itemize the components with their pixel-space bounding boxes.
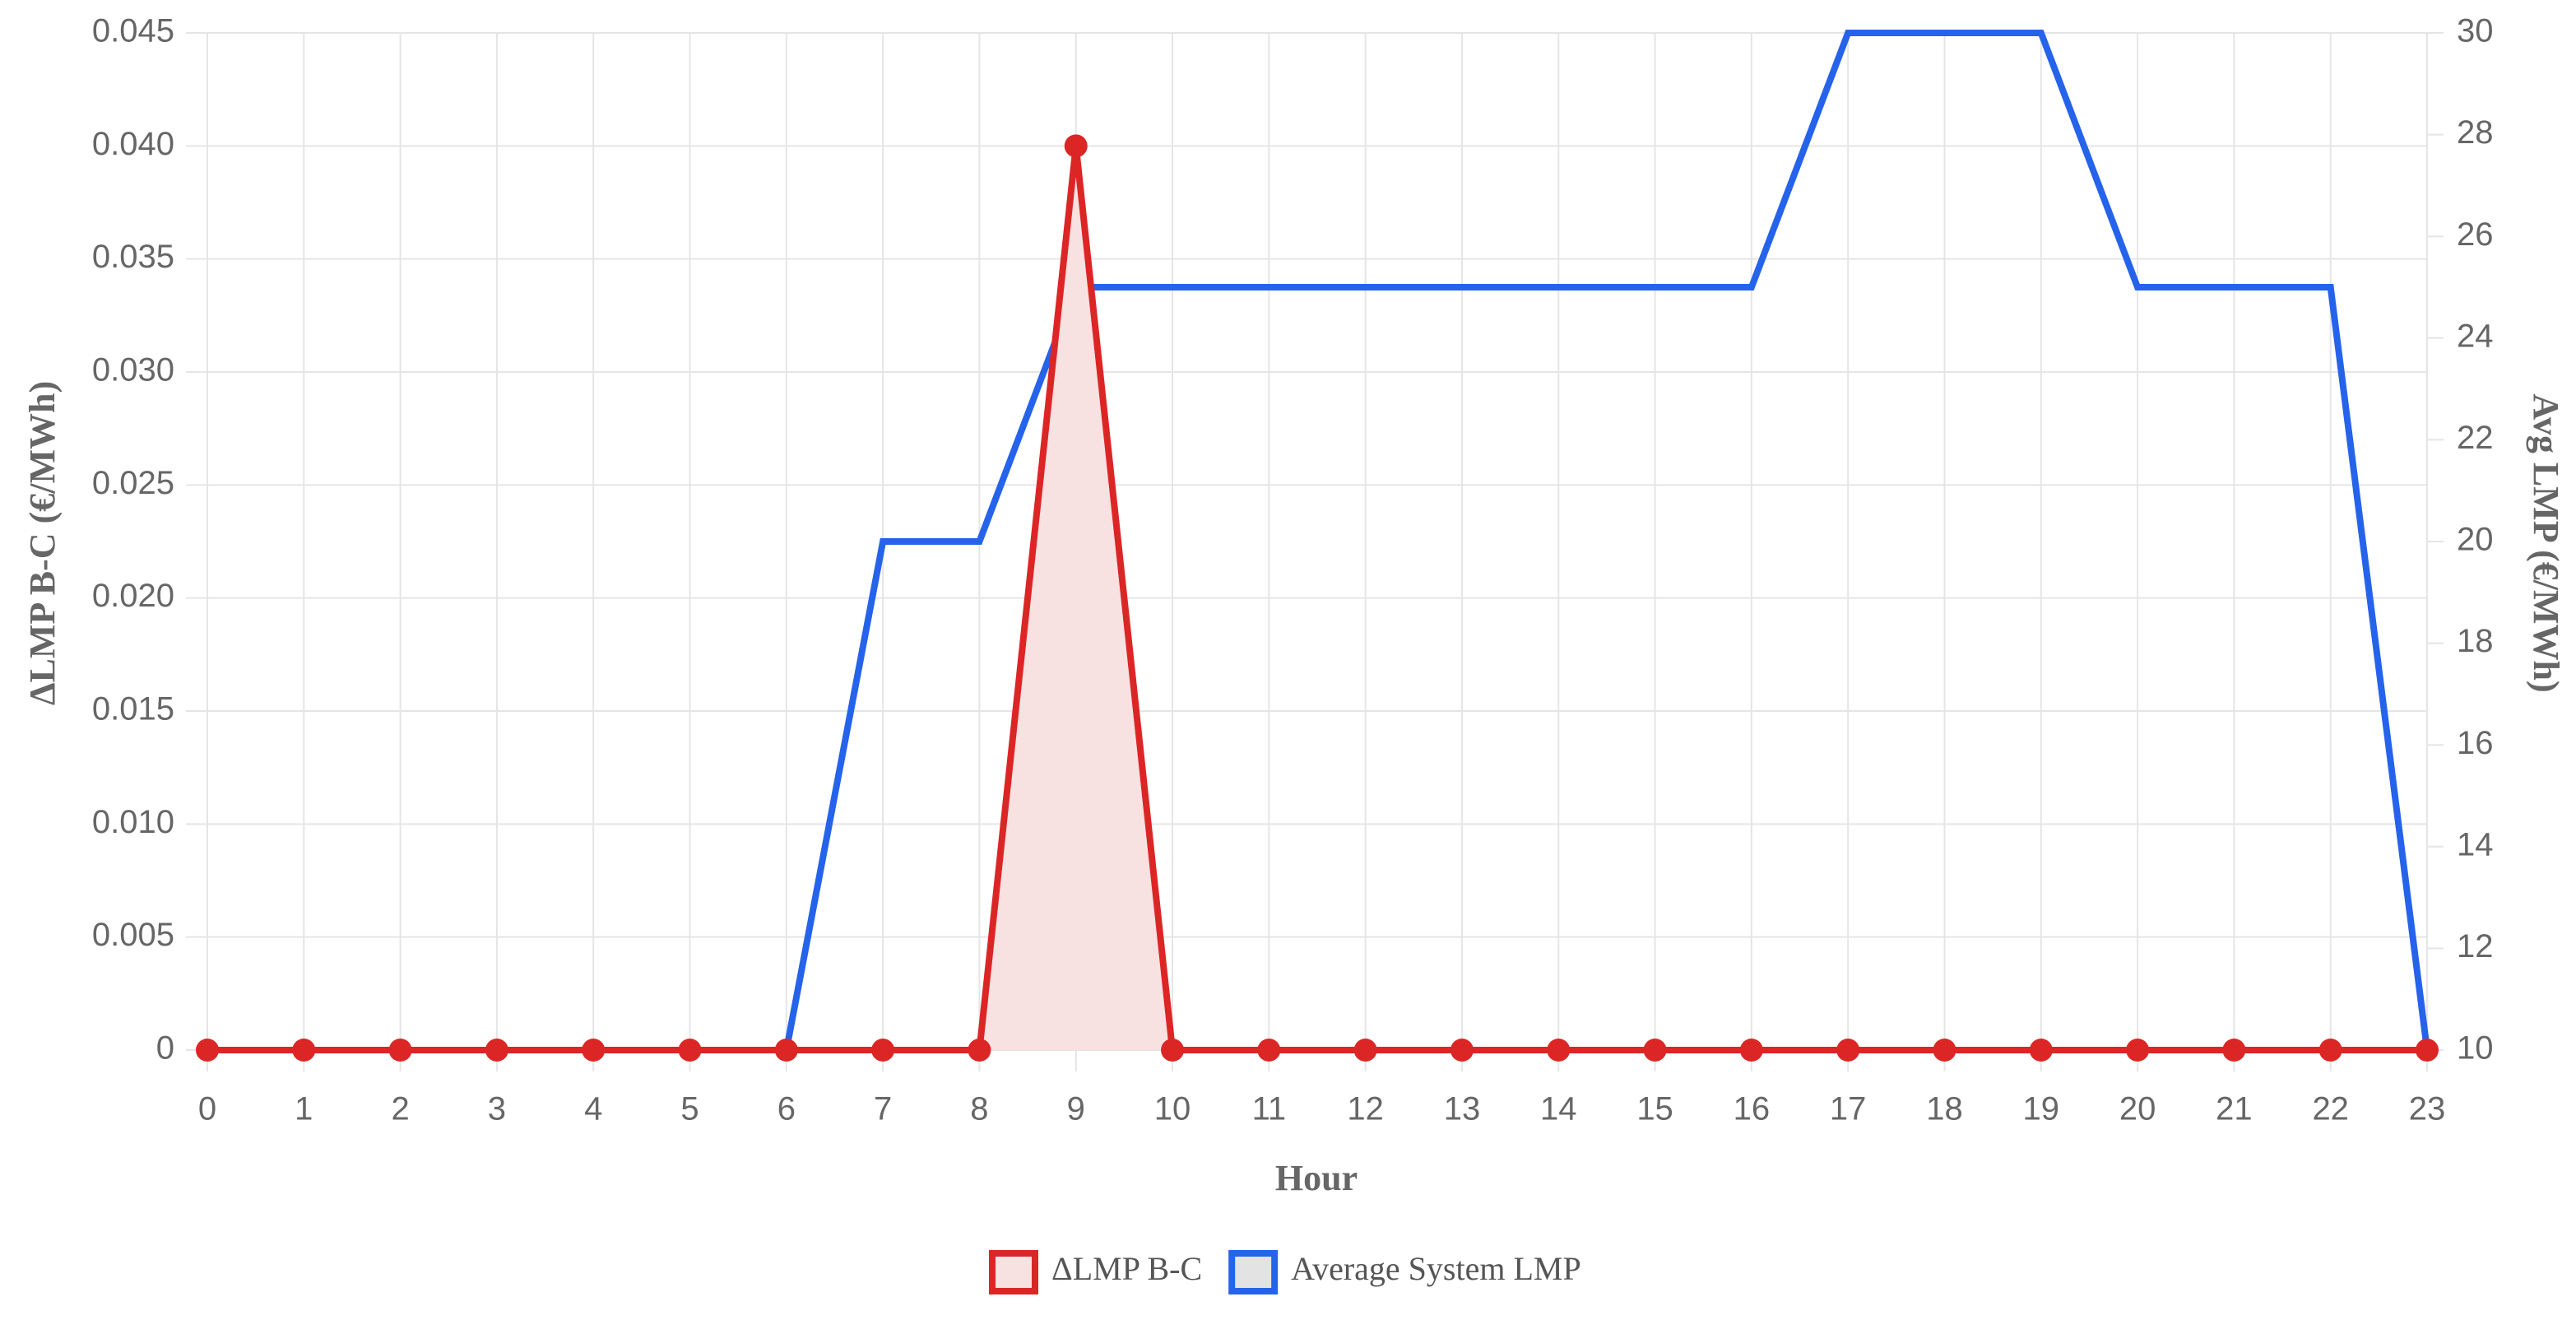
legend-label: Average System LMP [1291,1250,1581,1287]
y-tick-label: 0.020 [92,578,174,614]
y-tick-label: 0.005 [92,917,174,953]
point [1836,1039,1860,1062]
point [485,1039,508,1062]
point [2416,1039,2439,1062]
point [774,1039,798,1062]
line [207,145,2427,1053]
legend-swatch [989,1250,1038,1294]
x-tick-label: 15 [1636,1091,1673,1127]
x-tick-label: 21 [2216,1091,2253,1127]
point [1547,1039,1571,1062]
y2-tick-label: 30 [2457,13,2494,49]
x-tick-label: 12 [1347,1091,1384,1127]
x-tick-label: 1 [295,1091,313,1127]
legend-swatch [1228,1250,1279,1294]
point [1643,1039,1667,1062]
x-tick-label: 8 [970,1091,988,1127]
x-tick-label: 7 [874,1091,892,1127]
point [292,1039,316,1062]
x-tick-label: 14 [1540,1091,1577,1127]
y-tick-label: 0.025 [92,465,174,501]
y2-tick-label: 10 [2457,1030,2494,1067]
x-tick-label: 22 [2312,1091,2349,1127]
point [1739,1039,1763,1062]
x-tick-label: 13 [1444,1091,1481,1127]
x-tick-label: 19 [2023,1091,2060,1127]
legend-label: ΔLMP B-C [1051,1250,1202,1287]
y-tick-label: 0.015 [92,691,174,727]
y2-tick-label: 24 [2457,318,2494,354]
point [2029,1039,2053,1062]
y-tick-label: 0.045 [92,13,174,49]
y-tick-label: 0.010 [92,804,174,840]
y-axis-title: ΔLMP B-C (€/MWh) [22,381,63,705]
x-tick-label: 4 [584,1091,602,1127]
point [582,1039,606,1062]
point [2222,1039,2246,1062]
x-tick-label: 18 [1926,1091,1963,1127]
y2-tick-label: 22 [2457,420,2494,456]
y2-tick-label: 26 [2457,216,2494,253]
x-tick-label: 9 [1067,1091,1085,1127]
point [388,1039,412,1062]
line [207,30,2430,1053]
y2-tick-label: 12 [2457,928,2494,964]
y2-tick-label: 28 [2457,114,2494,151]
x-tick-label: 17 [1830,1091,1867,1127]
y2-axis-title: Avg LMP (€/MWh) [2526,393,2566,692]
x-tick-label: 11 [1252,1091,1287,1127]
y-tick-label: 0.030 [92,352,174,388]
y-tick-label: 0.035 [92,239,174,275]
y2-tick-label: 14 [2457,826,2494,862]
point [678,1039,702,1062]
point [1933,1039,1956,1062]
x-tick-label: 6 [777,1091,796,1127]
x-tick-label: 23 [2409,1091,2446,1127]
y2-tick-label: 16 [2457,725,2494,761]
point [196,1039,219,1062]
y-tick-label: 0 [156,1030,174,1067]
y2-tick-label: 20 [2457,522,2494,558]
x-tick-label: 16 [1734,1091,1771,1127]
x-axis-title: Hour [1275,1158,1358,1198]
x-tick-label: 5 [680,1091,699,1127]
x-tick-label: 2 [391,1091,409,1127]
point [1450,1039,1474,1062]
x-tick-label: 20 [2119,1091,2156,1127]
point [1064,134,1088,158]
y-tick-label: 0.040 [92,126,174,162]
point [1257,1039,1281,1062]
y2-tick-label: 18 [2457,623,2494,659]
x-tick-label: 0 [198,1091,216,1127]
point [1161,1039,1185,1062]
x-tick-label: 3 [488,1091,506,1127]
point [1353,1039,1377,1062]
point [968,1039,991,1062]
x-tick-label: 10 [1154,1091,1191,1127]
point [871,1039,895,1062]
point [2318,1039,2342,1062]
point [2126,1039,2150,1062]
